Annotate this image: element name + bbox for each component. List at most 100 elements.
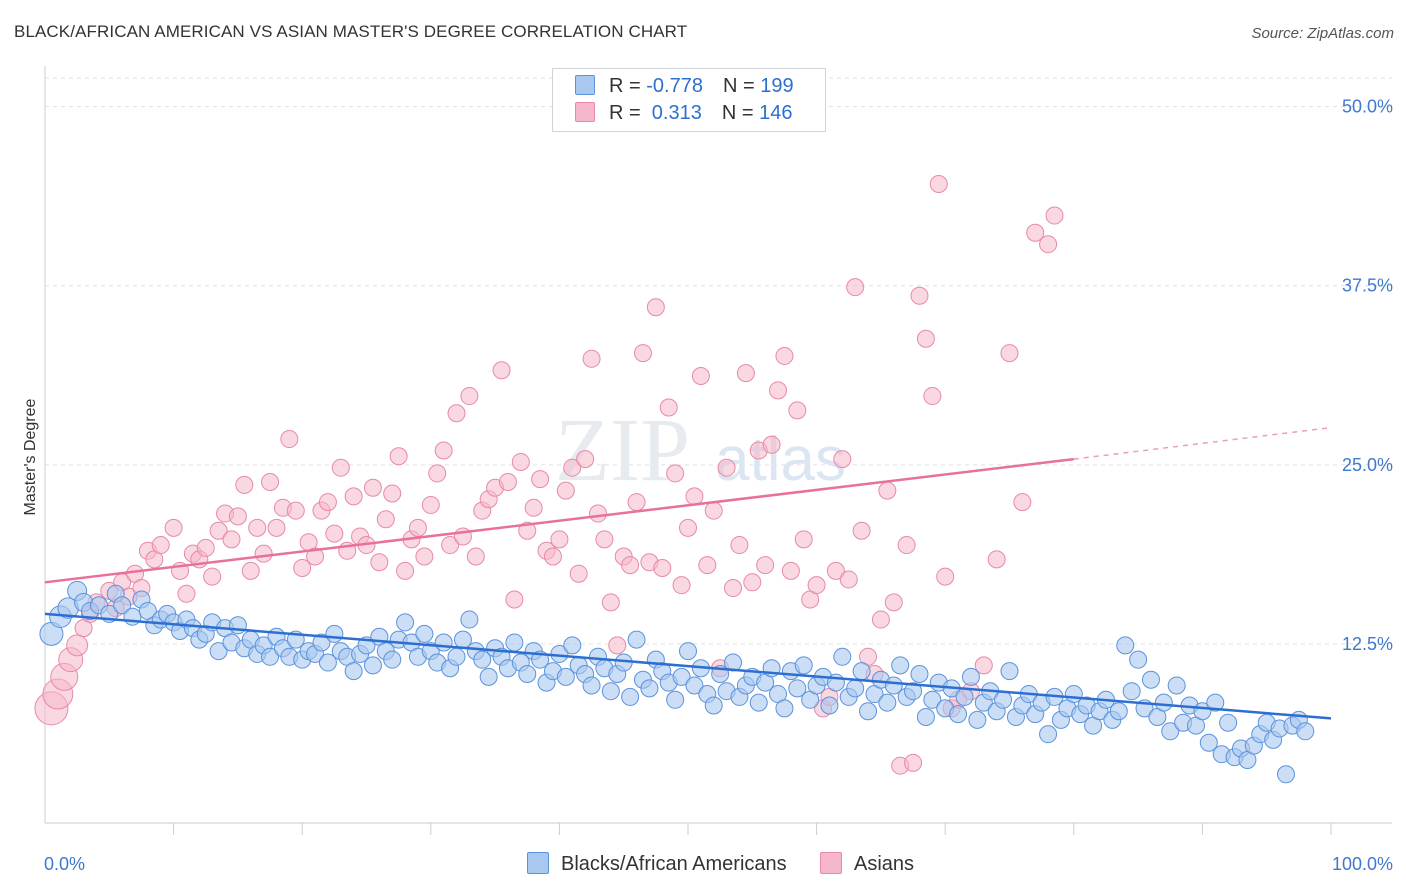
black-point: [994, 690, 1013, 709]
blacks-trend-line: [44, 612, 1332, 720]
asians-trend-line: [44, 457, 1074, 584]
asian-point: [974, 656, 993, 675]
black-point: [1000, 662, 1019, 681]
bottom-legend-swatch-pink: [820, 852, 842, 874]
legend-r-value: -0.778: [646, 75, 703, 97]
asian-point: [621, 556, 640, 575]
black-point: [518, 665, 537, 683]
black-point: [891, 656, 910, 675]
black-point: [923, 690, 942, 709]
black-point: [601, 682, 620, 701]
asian-point: [936, 567, 955, 586]
asian-point: [588, 504, 607, 523]
y-tick-label: 37.5%: [1342, 276, 1393, 296]
asian-point: [704, 501, 723, 520]
legend-swatch-pink: [575, 102, 595, 122]
asian-point: [524, 498, 543, 517]
asian-point: [209, 521, 228, 540]
black-point: [1039, 725, 1058, 744]
asian-point: [434, 441, 453, 460]
asian-point: [286, 501, 305, 520]
trend-lines: [44, 426, 1332, 720]
black-point: [916, 707, 935, 726]
asian-point: [363, 478, 382, 497]
legend-r-label: R =: [609, 102, 647, 124]
black-point: [473, 650, 492, 669]
black-point: [627, 630, 646, 649]
asian-point: [511, 452, 530, 471]
asian-point: [633, 344, 652, 363]
black-point: [1154, 693, 1173, 712]
asian-point: [730, 536, 749, 555]
asian-point: [1000, 344, 1019, 363]
asian-point: [582, 349, 601, 368]
y-axis-label: Master's Degree: [22, 398, 39, 515]
black-point: [672, 667, 691, 686]
blacks-points: [39, 580, 1315, 784]
asians-trend-extension: [1073, 426, 1332, 460]
asian-point: [601, 593, 620, 612]
asian-point: [1026, 223, 1045, 242]
black-point: [666, 690, 685, 709]
asian-point: [839, 570, 858, 589]
asian-point: [569, 564, 588, 583]
asian-point: [846, 278, 865, 297]
bottom-legend-swatch-blue: [527, 852, 549, 874]
asian-point: [543, 547, 562, 566]
asian-point: [228, 507, 247, 526]
asian-point: [576, 450, 595, 469]
asian-point: [794, 530, 813, 549]
black-point: [833, 647, 852, 666]
black-point: [884, 676, 903, 695]
black-point: [383, 650, 402, 669]
bottom-legend-label: Blacks/African Americans: [561, 853, 787, 875]
black-point: [955, 687, 974, 706]
asian-point: [1045, 206, 1064, 225]
asian-point: [852, 521, 871, 540]
asian-point: [698, 556, 717, 575]
asian-point: [505, 590, 524, 609]
black-point: [261, 647, 280, 666]
asian-point: [460, 387, 479, 406]
black-point: [318, 653, 337, 672]
asian-point: [1013, 493, 1032, 512]
black-point: [1161, 722, 1180, 741]
black-point: [904, 682, 923, 701]
asian-point: [164, 518, 183, 537]
asian-point: [608, 636, 627, 655]
asian-point: [923, 387, 942, 406]
y-tick-label: 50.0%: [1342, 97, 1393, 117]
legend-row-asians: R = 0.313 N = 146: [575, 102, 792, 126]
black-point: [363, 656, 382, 675]
black-point: [479, 667, 498, 686]
black-point: [949, 705, 968, 724]
chart-title: BLACK/AFRICAN AMERICAN VS ASIAN MASTER'S…: [14, 22, 688, 41]
asian-point: [724, 579, 743, 598]
asian-point: [762, 435, 781, 454]
asian-point: [775, 346, 794, 365]
asians-points: [34, 175, 1064, 775]
legend-r-label: R =: [609, 75, 647, 97]
asian-point: [672, 576, 691, 595]
asian-point: [666, 464, 685, 483]
asian-point: [196, 538, 215, 557]
black-point: [447, 647, 466, 666]
asian-point: [267, 518, 286, 537]
black-point: [344, 662, 363, 681]
asian-point: [222, 530, 241, 549]
black-point: [1116, 636, 1135, 655]
black-point: [794, 656, 813, 675]
black-point: [209, 642, 228, 661]
asian-point: [781, 561, 800, 580]
asian-point: [318, 493, 337, 512]
black-point: [878, 693, 897, 712]
asian-point: [904, 753, 923, 772]
bottom-legend-asians: Asians: [820, 852, 914, 876]
black-point: [685, 676, 704, 695]
black-point: [749, 693, 768, 712]
black-point: [910, 665, 929, 683]
asian-point: [306, 547, 325, 566]
y-tick-label: 25.0%: [1342, 455, 1393, 475]
black-point: [1129, 650, 1148, 669]
asian-point: [736, 364, 755, 383]
